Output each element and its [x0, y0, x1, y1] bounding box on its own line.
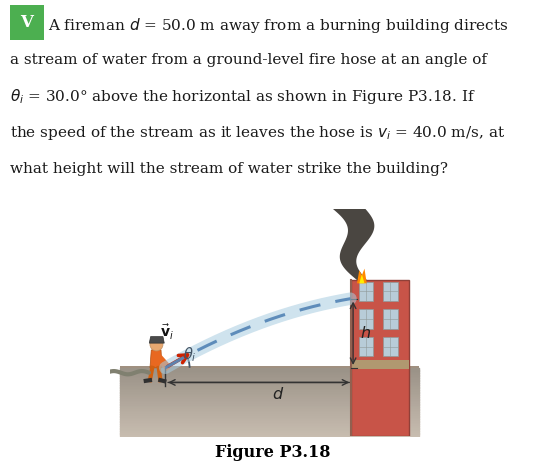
Text: Figure P3.18: Figure P3.18 [215, 444, 330, 461]
Bar [383, 282, 398, 301]
Text: a stream of water from a ground-level fire hose at an angle of: a stream of water from a ground-level fi… [10, 54, 487, 67]
Bar [359, 337, 373, 356]
Polygon shape [313, 178, 374, 280]
Text: $h$: $h$ [360, 325, 371, 342]
Bar [359, 310, 373, 329]
Text: the speed of the stream as it leaves the hose is $v_i$ = 40.0 m/s, at: the speed of the stream as it leaves the… [10, 124, 505, 142]
Polygon shape [150, 350, 162, 368]
Circle shape [150, 338, 163, 351]
Bar [10, 5, 44, 40]
Bar [359, 282, 373, 301]
Text: what height will the stream of water strike the building?: what height will the stream of water str… [10, 162, 448, 176]
Polygon shape [149, 337, 164, 343]
Bar [383, 337, 398, 356]
Polygon shape [359, 274, 365, 283]
Text: A fireman $d$ = 50.0 m away from a burning building directs: A fireman $d$ = 50.0 m away from a burni… [48, 16, 508, 35]
Text: $\theta_i$ = 30.0° above the horizontal as shown in Figure P3.18. If: $\theta_i$ = 30.0° above the horizontal … [10, 87, 476, 106]
Bar [350, 360, 409, 369]
Bar [120, 366, 419, 368]
Text: $\theta_i$: $\theta_i$ [183, 345, 197, 364]
Text: V: V [20, 14, 33, 31]
Bar [383, 310, 398, 329]
Bar [350, 280, 409, 436]
Polygon shape [357, 269, 367, 283]
Text: $d$: $d$ [272, 386, 284, 403]
Text: $\vec{\mathbf{v}}_i$: $\vec{\mathbf{v}}_i$ [160, 323, 174, 343]
